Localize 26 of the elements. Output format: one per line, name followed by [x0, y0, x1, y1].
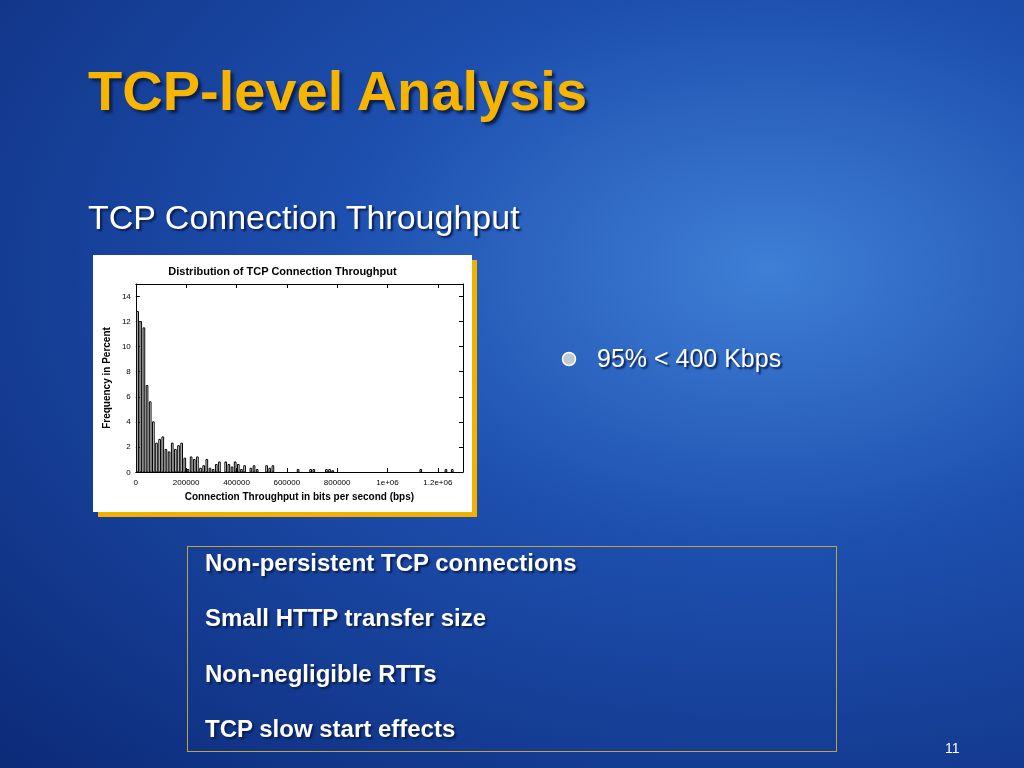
y-tick-label: 2: [126, 442, 132, 452]
text: 95% < 400 Kbps: [597, 344, 782, 373]
x-tick-label: 400000: [223, 477, 251, 487]
chart-subtitle: TCP Connection Throughput: [88, 198, 520, 237]
text: Distribution of TCP Connection Throughput: [167, 265, 398, 277]
x-axis-title: Connection Throughput in bits per second (bps): [184, 490, 415, 502]
text: Small HTTP transfer size: [205, 604, 486, 632]
y-tick-label: 8: [126, 367, 132, 377]
x-tick-label: 600000: [273, 477, 301, 487]
x-tick-label: 1.2e+06: [423, 477, 453, 487]
y-tick-label: 0: [126, 467, 132, 477]
x-tick-label: 800000: [323, 477, 352, 487]
y-tick-label: 10: [121, 342, 132, 352]
x-tick-label: 200000: [172, 477, 201, 487]
chart-title: TCP-level Analysis: [88, 58, 588, 123]
y-axis-title: Frequency in Percent: [100, 326, 112, 429]
x-tick-label: 0: [133, 477, 139, 487]
y-tick-label: 4: [126, 417, 132, 427]
text: Non-persistent TCP connections: [205, 549, 577, 577]
text: Non-negligible RTTs: [205, 660, 437, 688]
y-tick-label: 6: [126, 392, 132, 402]
x-tick-label: 1e+06: [376, 477, 400, 487]
y-tick-label: 12: [121, 317, 132, 327]
text: 11: [945, 740, 960, 756]
y-tick-label: 14: [121, 292, 132, 302]
text: TCP slow start effects: [205, 715, 456, 743]
